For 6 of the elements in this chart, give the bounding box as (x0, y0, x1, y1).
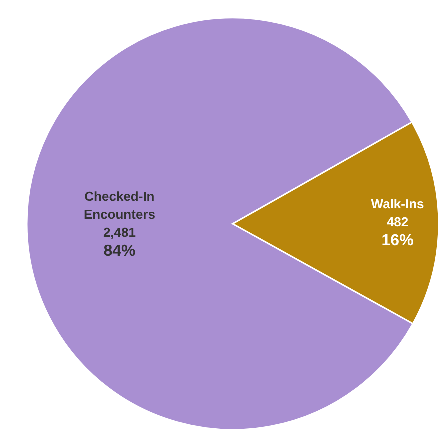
data-label: 2,481 (103, 224, 136, 240)
text: 84% (104, 242, 136, 260)
slice-label: Walk-Ins (371, 196, 424, 212)
text: 16% (382, 232, 414, 250)
data-label: 482 (386, 214, 409, 230)
slice-label: Checked-In Encounters (84, 188, 156, 222)
